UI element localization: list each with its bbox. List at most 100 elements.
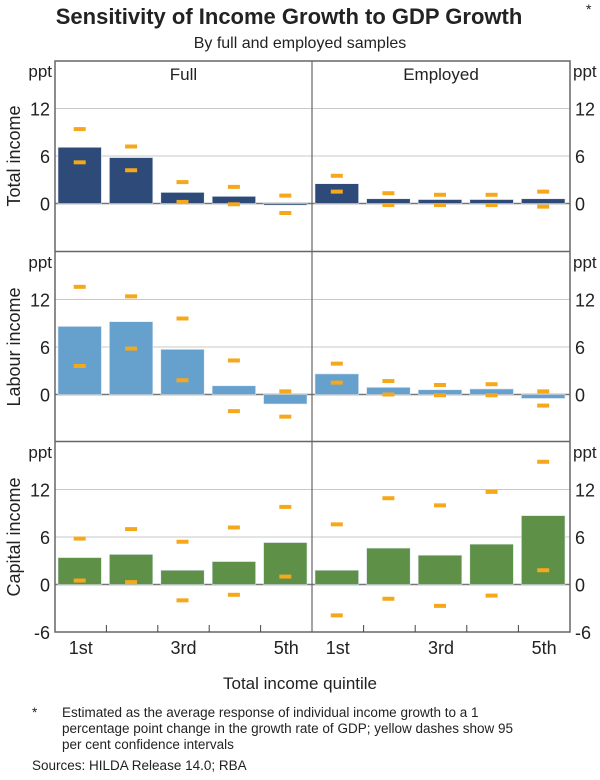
y-tick-label-left: 0 (40, 576, 50, 596)
bar (109, 554, 154, 585)
bar (57, 146, 102, 204)
ci-dash (382, 203, 395, 208)
y-tick-label-right: 12 (575, 481, 595, 501)
ci-dash (227, 592, 240, 597)
ci-dash (485, 393, 498, 398)
ci-dash (73, 364, 86, 368)
ci-dash (382, 596, 395, 601)
bar (469, 199, 514, 204)
y-tick-label-left: 0 (40, 195, 50, 215)
y-tick-label-right: 6 (575, 338, 585, 358)
ci-dash (227, 184, 240, 189)
ci-dash (330, 173, 343, 178)
x-tick-label: 5th (532, 638, 557, 658)
x-tick-label: 3rd (428, 638, 454, 658)
y-tick-label-right: 6 (575, 147, 585, 167)
bar (417, 199, 463, 204)
ci-dash (382, 392, 395, 397)
ci-dash (73, 536, 86, 541)
bar (366, 547, 411, 585)
ci-dash (330, 380, 343, 385)
ci-dash (330, 522, 343, 527)
bar (263, 394, 308, 405)
chart-title: Sensitivity of Income Growth to GDP Grow… (56, 4, 523, 29)
bar (109, 157, 154, 204)
column-title: Employed (403, 65, 479, 84)
x-tick-label: 3rd (170, 638, 196, 658)
y-tick-label-left: 6 (40, 528, 50, 548)
bar (109, 321, 154, 395)
unit-label-right: ppt (573, 443, 597, 462)
y-tick-label-right: 12 (575, 291, 595, 311)
ci-dash (537, 204, 550, 209)
unit-label-left: ppt (28, 443, 52, 462)
ci-dash (434, 503, 446, 508)
ci-dash (330, 361, 343, 366)
ci-dash (485, 593, 498, 598)
y-tick-label-left: 6 (40, 147, 50, 167)
column-title: Full (170, 65, 197, 84)
x-axis-label: Total income quintile (223, 674, 377, 693)
ci-dash (279, 574, 292, 579)
bar (366, 198, 411, 204)
row-label: Capital income (4, 477, 24, 596)
ci-dash (330, 613, 343, 618)
y-tick-label-right: 0 (575, 195, 585, 215)
y-tick-label-left: 12 (30, 291, 50, 311)
bar (521, 515, 566, 585)
unit-label-left: ppt (28, 62, 52, 81)
unit-label-right: ppt (573, 62, 597, 81)
ci-dash (279, 504, 292, 509)
bar (417, 554, 463, 585)
bar (314, 569, 359, 585)
ci-dash (485, 203, 498, 208)
bar (521, 394, 566, 399)
ci-dash (279, 193, 292, 198)
ci-dash (434, 603, 446, 608)
y-tick-label-right: 12 (575, 100, 595, 120)
y-tick-label-right: -6 (575, 623, 591, 643)
chart-subtitle: By full and employed samples (194, 35, 407, 52)
ci-dash (382, 496, 395, 501)
y-tick-label-left: -6 (34, 623, 50, 643)
footnote-marker: * (32, 705, 38, 720)
bar (521, 198, 566, 204)
ci-dash (537, 459, 550, 464)
row-label: Total income (4, 105, 24, 206)
bar (263, 203, 308, 206)
ci-dash (176, 378, 189, 383)
y-tick-label-left: 6 (40, 338, 50, 358)
ci-dash (537, 189, 550, 194)
ci-dash (279, 211, 292, 215)
bar (211, 385, 256, 395)
ci-dash (227, 202, 240, 207)
ci-dash (73, 127, 86, 132)
footnote-text: Estimated as the average response of ind… (62, 705, 514, 752)
unit-label-left: ppt (28, 253, 52, 272)
x-tick-label: 5th (274, 638, 299, 658)
ci-dash (125, 580, 138, 585)
y-tick-label-left: 12 (30, 100, 50, 120)
ci-dash (485, 192, 498, 197)
bar (160, 349, 205, 395)
y-tick-label-left: 12 (30, 481, 50, 501)
ci-dash (73, 160, 86, 165)
bar (211, 561, 256, 585)
ci-dash (434, 393, 446, 398)
x-tick-label: 1st (326, 638, 350, 658)
bar (160, 569, 205, 585)
ci-dash (176, 539, 189, 544)
ci-dash (485, 382, 498, 387)
y-tick-label-right: 0 (575, 576, 585, 596)
ci-dash (73, 284, 86, 289)
bar (469, 543, 514, 585)
ci-dash (125, 168, 138, 173)
ci-dash (227, 409, 240, 414)
ci-dash (537, 568, 550, 573)
ci-dash (176, 180, 189, 185)
ci-dash (176, 598, 189, 603)
chart-svg: Sensitivity of Income Growth to GDP Grow… (4, 1, 597, 693)
y-tick-label-left: 0 (40, 386, 50, 406)
x-tick-label: 1st (69, 638, 93, 658)
